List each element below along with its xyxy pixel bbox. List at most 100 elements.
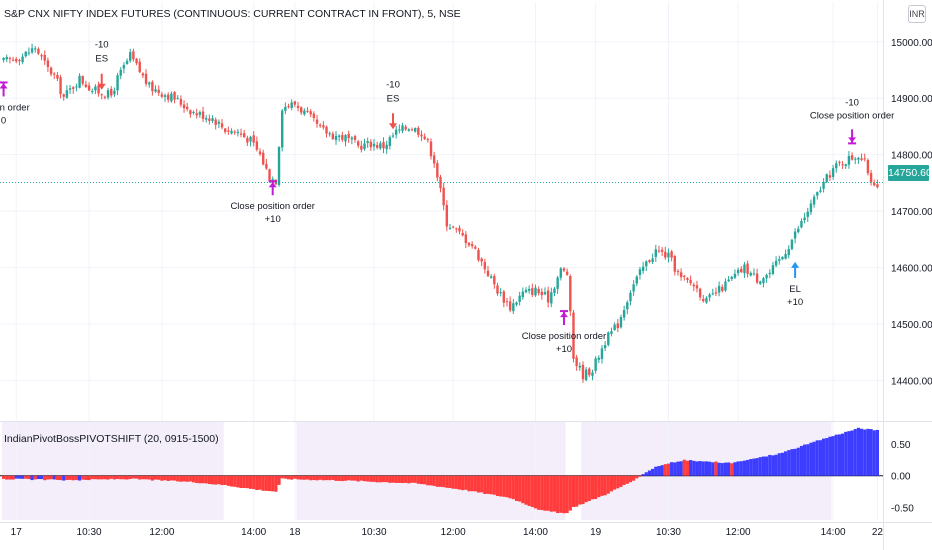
histogram-bar	[302, 475, 306, 480]
candle-body	[410, 129, 414, 131]
candle-body	[385, 144, 388, 150]
candle-body	[489, 276, 493, 278]
histogram-bar	[660, 465, 664, 476]
candle-body	[87, 85, 91, 91]
candle-body	[584, 369, 588, 380]
histogram-bar	[115, 475, 120, 479]
histogram-bar	[622, 475, 626, 485]
candle-body	[315, 119, 319, 124]
histogram-bar	[286, 475, 291, 480]
histogram-bar	[179, 475, 183, 482]
histogram-bar	[847, 431, 851, 476]
histogram-bar	[353, 475, 357, 481]
candle-body	[480, 258, 483, 262]
histogram-bar	[720, 463, 724, 476]
candle-body	[154, 89, 157, 92]
histogram-bar	[600, 475, 604, 496]
candle-body	[838, 161, 841, 163]
candle-body	[702, 298, 705, 302]
histogram-bar	[283, 475, 287, 479]
currency-badge[interactable]: INR	[908, 5, 926, 23]
histogram-bar	[58, 475, 63, 481]
candle-body	[116, 75, 119, 91]
histogram-bar	[825, 438, 829, 476]
histogram-bar	[853, 429, 857, 476]
candle-body	[873, 183, 876, 186]
histogram-bar	[780, 452, 785, 476]
histogram-bar	[670, 462, 674, 476]
histogram-bar	[597, 475, 601, 498]
histogram-bar	[651, 468, 655, 476]
candle-body	[483, 262, 487, 270]
time-tick-label: 12:00	[149, 527, 174, 538]
candle-body	[328, 133, 331, 135]
histogram-bar	[226, 475, 230, 486]
histogram-bar	[318, 475, 322, 480]
histogram-bar	[252, 475, 256, 490]
candle-body	[591, 372, 594, 376]
signal-qty-label: -10	[386, 79, 400, 90]
candle-body	[423, 136, 426, 140]
candle-body	[18, 60, 21, 62]
histogram-bar	[682, 459, 686, 476]
histogram-bar	[476, 475, 481, 493]
candle-body	[268, 169, 271, 182]
histogram-bar	[844, 431, 848, 476]
candle-body	[854, 158, 857, 160]
candle-body	[705, 297, 708, 303]
candle-body	[673, 256, 676, 272]
histogram-bar	[467, 475, 471, 492]
candle-body	[581, 364, 585, 380]
candle-body	[527, 288, 531, 291]
histogram-bar	[809, 442, 813, 476]
candle-body	[255, 141, 259, 150]
histogram-bar	[546, 475, 550, 511]
candle-body	[546, 290, 550, 303]
candle-body	[651, 258, 654, 263]
candle-body	[857, 157, 860, 160]
histogram-bar	[172, 475, 177, 481]
histogram-bar	[20, 475, 25, 479]
histogram-bar	[793, 448, 797, 476]
histogram-bar	[372, 475, 376, 482]
candle-body	[572, 312, 575, 359]
candle-body	[252, 135, 255, 143]
histogram-bar	[480, 475, 484, 493]
candle-body	[512, 303, 515, 312]
candle-body	[822, 182, 825, 189]
candle-body	[372, 143, 376, 147]
histogram-bar	[366, 475, 370, 482]
histogram-bar	[543, 475, 547, 511]
histogram-bar	[666, 463, 671, 476]
candle-body	[825, 174, 828, 182]
histogram-bar	[394, 475, 398, 483]
candle-body	[556, 277, 559, 289]
histogram-bar	[131, 475, 135, 479]
histogram-bar	[625, 475, 629, 484]
candle-body	[34, 48, 37, 50]
histogram-bar	[388, 475, 392, 483]
candle-body	[325, 126, 328, 134]
candle-body	[806, 211, 809, 217]
histogram-bar	[87, 475, 91, 481]
histogram-bar	[391, 475, 395, 483]
candle-body	[841, 164, 844, 166]
histogram-bar	[195, 475, 199, 483]
histogram-bar	[451, 475, 455, 489]
histogram-bar	[457, 475, 462, 490]
histogram-bar	[125, 475, 129, 480]
histogram-bar	[185, 475, 189, 482]
histogram-bar	[321, 475, 325, 481]
histogram-bar	[305, 475, 310, 480]
price-tick-label: 14400.00	[891, 376, 932, 387]
histogram-bar	[239, 475, 243, 488]
histogram-bar	[324, 475, 329, 481]
candle-body	[654, 249, 657, 257]
histogram-bar	[112, 475, 116, 480]
histogram-bar	[765, 456, 769, 476]
candle-body	[445, 205, 449, 227]
histogram-bar	[11, 475, 15, 480]
histogram-bar	[784, 451, 788, 476]
session-background	[296, 422, 566, 520]
